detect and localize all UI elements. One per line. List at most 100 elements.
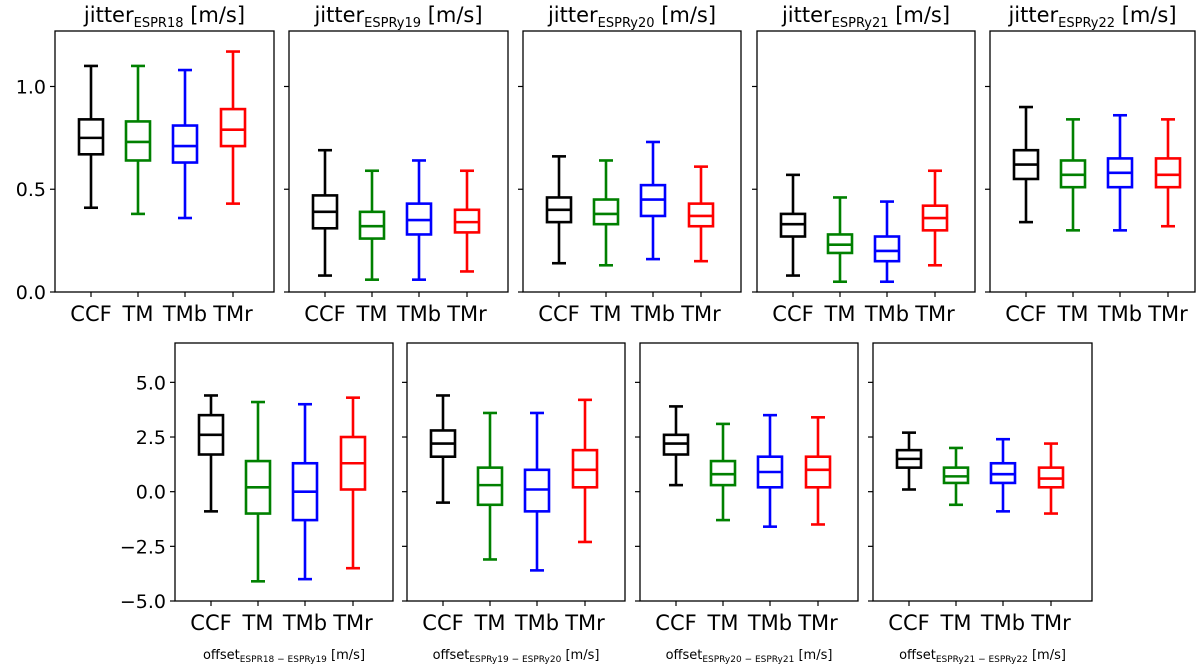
x-tick-label: TM xyxy=(940,611,972,635)
box-ccf xyxy=(197,394,225,513)
x-axis-label: offsetESPRy19 − ESPRy20 [m/s] xyxy=(433,648,600,665)
x-tick-label: TMb xyxy=(630,302,675,326)
x-tick-label: TMb xyxy=(396,302,441,326)
iqr-box xyxy=(804,455,832,489)
box-ccf xyxy=(311,148,339,277)
panel-4: CCF TM TMb TMr jitterESPRy21 [m/s] xyxy=(752,3,976,326)
box-tm xyxy=(826,196,854,284)
panel-title: jitterESPRy20 [m/s] xyxy=(547,3,716,31)
box-tmr xyxy=(804,416,832,526)
x-tick-label: TMb xyxy=(514,611,559,635)
box-tm xyxy=(476,411,504,561)
plot-frame xyxy=(756,30,976,293)
x-tick-label: TMb xyxy=(864,302,909,326)
x-tick-label: CCF xyxy=(1005,302,1046,326)
box-ccf xyxy=(545,155,573,265)
x-tick-label: TM xyxy=(590,302,622,326)
plot-frame xyxy=(288,30,509,293)
panel-title: jitterESPRy22 [m/s] xyxy=(1007,3,1176,31)
plot-frame xyxy=(989,30,1196,293)
x-tick-label: TMb xyxy=(1097,302,1142,326)
x-tick-label: TMb xyxy=(747,611,792,635)
panel-9: CCF TM TMb TMr offsetESPRy21 − ESPRy22 [m/s] xyxy=(868,342,1093,665)
x-tick-label: TMr xyxy=(1147,302,1188,326)
box-tmb xyxy=(639,140,667,261)
box-tmr xyxy=(687,165,715,263)
x-tick-label: TMr xyxy=(914,302,955,326)
x-axis-label: offsetESPR18 − ESPRy19 [m/s] xyxy=(203,648,365,665)
x-tick-label: CCF xyxy=(422,611,463,635)
x-tick-label: CCF xyxy=(70,302,111,326)
plot-frame xyxy=(406,342,626,602)
x-tick-label: TM xyxy=(707,611,739,635)
panel-title: jitterESPR18 [m/s] xyxy=(83,3,245,31)
panel-3: CCF TM TMb TMr jitterESPRy20 [m/s] xyxy=(518,3,742,326)
box-tmb xyxy=(291,402,319,581)
iqr-box xyxy=(219,107,247,148)
x-axis-label: offsetESPRy21 − ESPRy22 [m/s] xyxy=(899,648,1066,665)
box-tmb xyxy=(1106,113,1134,232)
x-tick-label: CCF xyxy=(190,611,231,635)
box-tmb xyxy=(756,413,784,528)
box-ccf xyxy=(779,173,807,277)
box-tm xyxy=(358,169,386,281)
box-ccf xyxy=(77,64,105,210)
x-tick-label: CCF xyxy=(304,302,345,326)
y-tick-label: −5.0 xyxy=(120,591,166,613)
iqr-box xyxy=(873,235,901,263)
box-tm xyxy=(244,400,272,583)
box-tmb xyxy=(873,200,901,284)
box-tmr xyxy=(571,398,599,544)
plot-frame xyxy=(522,30,742,293)
x-tick-label: CCF xyxy=(772,302,813,326)
y-tick-label: 2.5 xyxy=(136,427,166,449)
plot-frame xyxy=(872,342,1093,602)
box-tm xyxy=(592,159,620,267)
x-tick-label: TMr xyxy=(446,302,487,326)
x-tick-label: TM xyxy=(474,611,506,635)
x-tick-label: CCF xyxy=(538,302,579,326)
box-ccf xyxy=(429,394,457,504)
box-tmr xyxy=(453,169,481,273)
panel-title: jitterESPRy19 [m/s] xyxy=(313,3,482,31)
box-tm xyxy=(942,446,970,507)
box-tmb xyxy=(523,411,551,572)
panel-title: jitterESPRy21 [m/s] xyxy=(781,3,950,31)
x-tick-label: TMr xyxy=(797,611,838,635)
x-tick-label: TMr xyxy=(564,611,605,635)
x-tick-label: TMr xyxy=(212,302,253,326)
box-tm xyxy=(709,422,737,522)
x-tick-label: TMr xyxy=(680,302,721,326)
plot-frame xyxy=(639,342,859,602)
x-tick-label: TMr xyxy=(332,611,373,635)
panel-7: CCF TM TMb TMr offsetESPRy19 − ESPRy20 [m/s] xyxy=(402,342,626,665)
box-tmr xyxy=(1154,118,1182,228)
iqr-box xyxy=(171,124,199,164)
y-tick-label: 1.0 xyxy=(16,76,46,98)
panel-5: CCF TM TMb TMr jitterESPRy22 [m/s] xyxy=(985,3,1196,326)
plot-frame xyxy=(54,30,275,293)
x-tick-label: TM xyxy=(122,302,154,326)
x-tick-label: TM xyxy=(356,302,388,326)
box-tmr xyxy=(921,169,949,267)
panel-6: −5.0 −2.5 0.0 2.5 5.0 CCF TM TMb TMr offsetESPR18… xyxy=(120,342,394,665)
x-tick-label: CCF xyxy=(655,611,696,635)
x-tick-label: TMb xyxy=(162,302,207,326)
iqr-box xyxy=(1154,157,1182,189)
x-tick-label: TMr xyxy=(1030,611,1071,635)
x-tick-label: TMb xyxy=(980,611,1025,635)
x-tick-label: TM xyxy=(1057,302,1089,326)
iqr-box xyxy=(592,198,620,226)
x-tick-label: TM xyxy=(824,302,856,326)
plot-frame xyxy=(174,342,394,602)
box-tmb xyxy=(989,437,1017,513)
box-tmr xyxy=(339,396,367,570)
panel-2: CCF TM TMb TMr jitterESPRy19 [m/s] xyxy=(284,3,509,326)
x-tick-label: TMb xyxy=(282,611,327,635)
y-tick-label: 0.5 xyxy=(16,179,46,201)
box-ccf xyxy=(662,405,690,487)
box-tmb xyxy=(171,68,199,220)
box-tmb xyxy=(405,159,433,281)
box-ccf xyxy=(1012,105,1040,224)
